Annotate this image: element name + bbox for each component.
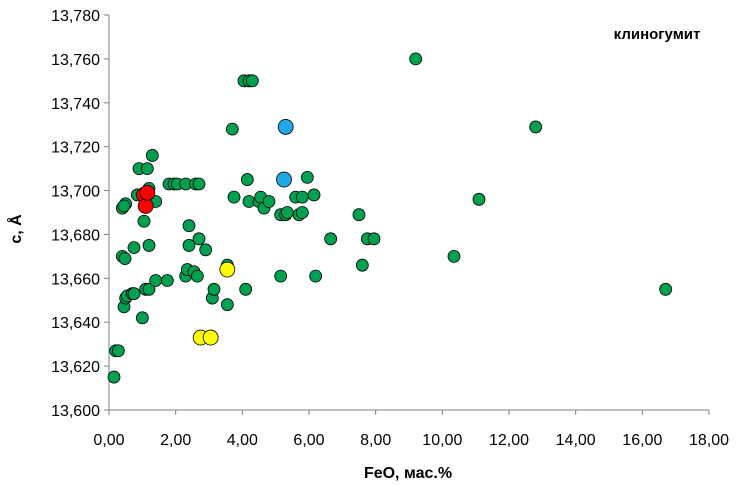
x-tick-label: 14,00	[556, 432, 596, 449]
data-point	[142, 239, 156, 252]
data-point	[127, 241, 141, 255]
x-tick-label: 2,00	[160, 432, 191, 449]
data-point	[219, 261, 236, 278]
data-point	[142, 282, 156, 296]
data-point	[207, 282, 221, 296]
data-point	[199, 243, 213, 257]
data-point	[295, 190, 309, 204]
data-point	[107, 370, 121, 384]
x-tick-label: 4,00	[227, 432, 258, 449]
data-point	[135, 311, 149, 325]
y-tick-label: 13,760	[51, 52, 100, 69]
data-point	[227, 190, 241, 204]
data-point	[352, 208, 366, 222]
data-point	[355, 258, 369, 272]
data-point	[307, 188, 321, 202]
y-tick-label: 13,640	[51, 315, 100, 332]
data-points	[107, 52, 673, 384]
data-point	[529, 120, 543, 134]
data-point	[127, 287, 141, 301]
data-point	[659, 282, 673, 296]
data-point	[145, 149, 159, 162]
data-point	[472, 192, 486, 206]
data-point	[300, 170, 314, 184]
y-tick-label: 13,740	[51, 96, 100, 113]
y-tick-label: 13,600	[51, 403, 100, 420]
data-point	[239, 282, 253, 296]
data-point	[262, 195, 276, 208]
x-tick-label: 18,00	[689, 432, 729, 449]
y-axis-title: c, Å	[6, 214, 25, 244]
data-point	[277, 119, 294, 135]
data-point	[274, 269, 288, 283]
y-tick-label: 13,660	[51, 271, 100, 288]
data-point	[245, 74, 259, 88]
data-point	[140, 162, 154, 176]
data-point	[447, 249, 461, 263]
x-tick-label: 8,00	[360, 432, 391, 449]
data-point	[137, 214, 151, 228]
data-point	[192, 177, 206, 191]
y-axis-ticks: 13,600 13,620 13,640 13,660 13,680 13,700 13,7…	[51, 8, 109, 420]
chart-annotation: клиногумит	[614, 26, 701, 43]
data-point	[111, 344, 125, 358]
data-point	[280, 206, 294, 219]
x-tick-label: 6,00	[293, 432, 324, 449]
data-point	[139, 184, 156, 201]
x-axis-ticks: 0,00 2,00 4,00 6,00 8,00 10,00 12,00 14,00 16,00…	[93, 410, 729, 449]
data-point	[225, 122, 239, 136]
y-tick-label: 13,680	[51, 227, 100, 244]
data-point	[409, 52, 423, 66]
data-point	[192, 232, 206, 246]
data-point	[149, 274, 163, 287]
y-tick-label: 13,720	[51, 140, 100, 157]
data-point	[190, 269, 204, 283]
x-tick-label: 0,00	[93, 432, 124, 449]
data-point	[367, 232, 381, 246]
data-point	[220, 298, 234, 312]
x-tick-label: 16,00	[622, 432, 662, 449]
y-tick-label: 13,620	[51, 359, 100, 376]
y-tick-label: 13,700	[51, 184, 100, 201]
data-point	[324, 232, 338, 246]
data-point	[117, 199, 131, 213]
x-axis-title: FeO, мас.%	[364, 465, 452, 482]
data-point	[182, 239, 196, 252]
data-point	[309, 269, 323, 283]
data-point	[118, 252, 132, 265]
data-point	[295, 206, 309, 219]
data-point	[137, 198, 154, 214]
data-point	[182, 219, 196, 233]
data-point	[240, 173, 254, 186]
x-tick-label: 12,00	[489, 432, 529, 449]
data-point	[160, 274, 174, 287]
x-tick-label: 10,00	[422, 432, 462, 449]
y-tick-label: 13,780	[51, 8, 100, 25]
data-point	[276, 171, 292, 188]
data-point	[202, 329, 219, 346]
